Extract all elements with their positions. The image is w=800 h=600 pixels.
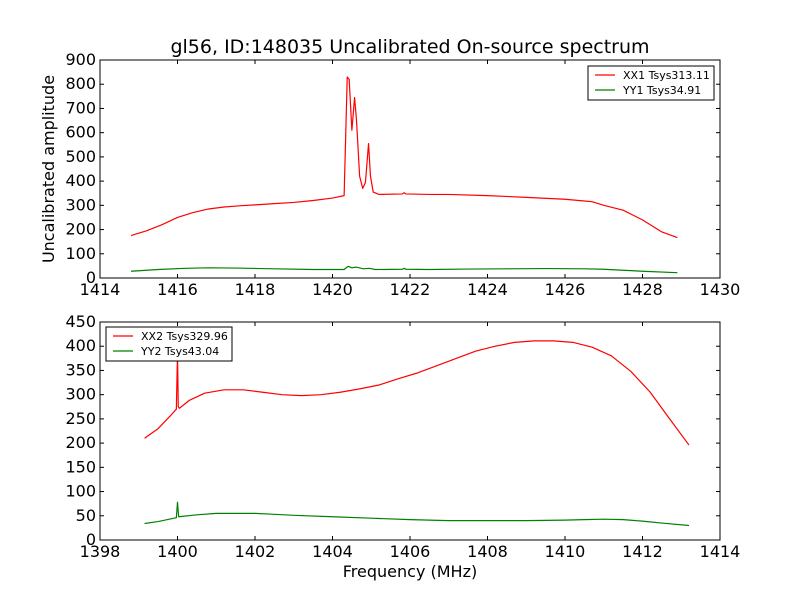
- bottom-x-tick-label: 1414: [700, 542, 741, 561]
- bottom-y-tick-label: 250: [65, 409, 96, 428]
- top-y-tick-label: 300: [65, 195, 96, 214]
- top-y-tick-label: 500: [65, 147, 96, 166]
- top-y-tick-label: 400: [65, 171, 96, 190]
- bottom-y-tick-label: 450: [65, 312, 96, 331]
- top-x-tick-label: 1416: [157, 280, 198, 299]
- bottom-y-tick-label: 400: [65, 336, 96, 355]
- bottom-x-tick-label: 1408: [467, 542, 508, 561]
- top-y-tick-label: 600: [65, 123, 96, 142]
- bottom-y-tick-label: 100: [65, 482, 96, 501]
- bottom-plot-area: 1398 1400 1402 1404 1406 1408 1410 1412 1414 0 50 1…: [65, 312, 740, 561]
- top-legend-label-1: XX1 Tsys313.11: [623, 69, 710, 82]
- top-x-tick-label: 1426: [545, 280, 586, 299]
- top-x-tick-label: 1428: [622, 280, 663, 299]
- top-x-tick-label: 1422: [390, 280, 431, 299]
- bottom-x-axis-label: Frequency (MHz): [343, 562, 477, 581]
- top-y-axis-label: Uncalibrated amplitude: [39, 75, 58, 263]
- bottom-x-tick-label: 1402: [235, 542, 276, 561]
- bottom-legend: XX2 Tsys329.96 YY2 Tsys43.04: [105, 326, 233, 362]
- top-y-tick-label: 800: [65, 74, 96, 93]
- top-x-tick-label: 1420: [312, 280, 353, 299]
- bottom-x-tick-label: 1412: [622, 542, 663, 561]
- bottom-y-tick-label: 350: [65, 360, 96, 379]
- bottom-y-tick-label: 0: [86, 530, 96, 549]
- bottom-y-tick-label: 50: [76, 506, 96, 525]
- top-y-tick-label: 200: [65, 220, 96, 239]
- bottom-series-line-1: [144, 340, 690, 446]
- top-x-tick-label: 1418: [235, 280, 276, 299]
- top-legend-box: [587, 65, 715, 101]
- bottom-legend-box: [105, 326, 233, 362]
- top-y-tick-label: 0: [86, 268, 96, 287]
- bottom-legend-label-2: YY2 Tsys43.04: [140, 345, 219, 358]
- bottom-x-tick-label: 1406: [390, 542, 431, 561]
- top-x-tick-label: 1430: [700, 280, 741, 299]
- top-chart-title: gl56, ID:148035 Uncalibrated On-source s…: [170, 36, 649, 58]
- top-y-tick-label: 900: [65, 50, 96, 69]
- top-x-tick-label: 1424: [467, 280, 508, 299]
- top-y-tick-label: 700: [65, 98, 96, 117]
- top-series-line-2: [130, 265, 678, 274]
- top-subplot: gl56, ID:148035 Uncalibrated On-source s…: [39, 36, 740, 299]
- top-y-tick-label: 100: [65, 244, 96, 263]
- bottom-x-tick-label: 1398: [80, 542, 121, 561]
- bottom-x-tick-label: 1404: [312, 542, 353, 561]
- bottom-y-tick-label: 200: [65, 433, 96, 452]
- top-x-tick-label: 1414: [80, 280, 121, 299]
- top-legend: XX1 Tsys313.11 YY1 Tsys34.91: [587, 65, 715, 101]
- bottom-x-tick-label: 1410: [545, 542, 586, 561]
- top-plot-area: 1414 1416 1418 1420 1422 1424 1426 1428 1430 0 100…: [65, 50, 740, 299]
- top-series-line-1: [130, 76, 678, 239]
- bottom-series-line-2: [144, 501, 690, 527]
- bottom-y-tick-label: 300: [65, 385, 96, 404]
- bottom-legend-label-1: XX2 Tsys329.96: [141, 330, 228, 343]
- bottom-x-tick-label: 1400: [157, 542, 198, 561]
- top-legend-label-2: YY1 Tsys34.91: [622, 84, 701, 97]
- bottom-subplot: Frequency (MHz) 1398 1400 1402 1404 1406 1408…: [65, 312, 740, 581]
- bottom-y-tick-label: 150: [65, 457, 96, 476]
